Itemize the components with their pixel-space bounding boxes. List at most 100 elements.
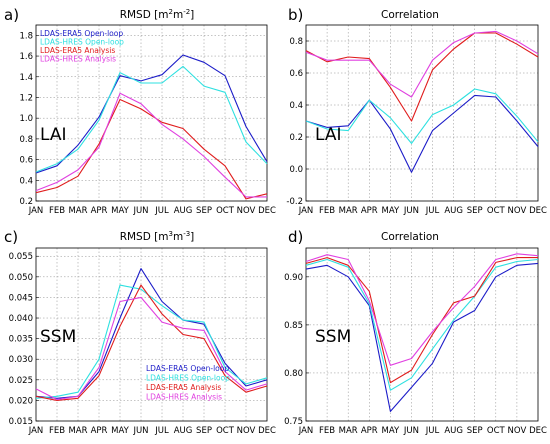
x-tick-label: NOV: [237, 206, 256, 216]
legend-entry: LDAS-HRES Open-loop: [40, 38, 124, 47]
y-tick-label: 0.040: [9, 314, 33, 324]
y-tick-label: 0.8: [289, 37, 303, 47]
grid: [36, 25, 267, 201]
y-tick-label: 0.020: [9, 396, 33, 406]
x-tick-label: SEP: [467, 426, 483, 436]
x-tick-label: AUG: [174, 206, 193, 216]
series-line-1: [305, 262, 539, 412]
y-tick-label: 0.2: [19, 197, 33, 207]
x-tick-label: DEC: [529, 206, 547, 216]
y-tick-label: 0.050: [9, 273, 33, 283]
series-line-4: [305, 253, 539, 366]
x-tick-label: JUN: [132, 426, 148, 436]
panel-letter: c): [4, 228, 18, 246]
panel-a-lai-rmsd: a) RMSD [m2m-2] JAN FEB MAR APR MAY JUN JUL AUG…: [4, 6, 276, 216]
y-tick-label: 0.80: [284, 369, 303, 379]
plot-frame: [35, 24, 268, 202]
x-tick-label: JAN: [298, 206, 314, 216]
x-tick-label: SEP: [196, 206, 212, 216]
series-line-2: [305, 88, 539, 144]
series-line-2: [305, 258, 539, 391]
y-tick-label: 0.045: [9, 293, 33, 303]
panel-title: Correlation: [381, 9, 439, 21]
x-tick-label: JAN: [298, 426, 314, 436]
x-tick-label: APR: [361, 206, 378, 216]
y-tick-label: 0.6: [19, 156, 33, 166]
y-tick-label: 0.8: [19, 135, 33, 145]
series-line-2: [35, 284, 268, 399]
x-tick-label: JUN: [403, 426, 419, 436]
panel-variable-label: SSM: [40, 327, 76, 347]
x-tick-label: MAY: [382, 206, 400, 216]
y-tick-label: 0.6: [289, 69, 303, 79]
panel-letter: b): [288, 6, 303, 24]
x-tick-label: APR: [91, 426, 108, 436]
x-tick-label: MAY: [382, 426, 400, 436]
y-tick-label: 0.025: [9, 376, 33, 386]
plot-frame: [35, 247, 268, 422]
panel-variable-label: LAI: [315, 125, 342, 145]
x-tick-label: OCT: [216, 206, 235, 216]
series-line-3: [305, 32, 539, 122]
panel-title: RMSD [m3m-3]: [120, 230, 195, 243]
panel-variable-label: SSM: [315, 327, 351, 347]
y-tick-label: 0.035: [9, 335, 33, 345]
panel-variable-label: LAI: [40, 125, 67, 145]
x-tick-label: JUL: [154, 206, 169, 216]
y-tick-label: 1.6: [19, 52, 33, 62]
y-tick-label: 1.8: [19, 31, 33, 41]
x-tick-label: FEB: [319, 426, 335, 436]
legend-entry: LDAS-HRES Analysis: [146, 393, 222, 402]
x-tick-label: APR: [361, 426, 378, 436]
x-tick-label: MAY: [111, 426, 129, 436]
panel-b-lai-correlation: b) Correlation JAN FEB MAR APR MAY JUN JUL AUG S…: [286, 6, 547, 216]
y-tick-label: 1.4: [19, 73, 33, 83]
legend-entry: LDAS-ERA5 Open-loop: [40, 29, 123, 38]
x-tick-label: JAN: [28, 206, 44, 216]
x-tick-label: DEC: [529, 426, 547, 436]
plot-frame: [305, 247, 539, 422]
x-tick-label: AUG: [174, 426, 193, 436]
series-line-4: [35, 92, 267, 198]
y-tick-label: 0.2: [289, 133, 303, 143]
y-tick-label: 0.90: [284, 273, 303, 283]
x-tick-label: NOV: [237, 426, 256, 436]
x-tick-label: AUG: [444, 426, 463, 436]
x-tick-label: JUL: [425, 206, 440, 216]
x-tick-label: JUN: [403, 206, 419, 216]
series-line-4: [305, 30, 539, 98]
x-tick-label: MAR: [339, 206, 358, 216]
x-tick-label: SEP: [467, 206, 483, 216]
series-line-1: [35, 54, 268, 174]
y-tick-label: 0.030: [9, 355, 33, 365]
panel-d-ssm-correlation: d) Correlation JAN FEB MAR APR MAY JUN JUL AUG S…: [284, 228, 547, 436]
x-tick-label: FEB: [49, 426, 65, 436]
x-tick-label: SEP: [196, 426, 212, 436]
x-tick-label: JUN: [132, 206, 148, 216]
x-tick-label: APR: [91, 206, 108, 216]
x-tick-label: FEB: [319, 206, 335, 216]
panel-title: Correlation: [381, 231, 439, 243]
panel-title: RMSD [m2m-2]: [120, 8, 195, 21]
legend-entry: LDAS-HRES Analysis: [40, 55, 116, 64]
y-tick-label: 0.015: [9, 417, 33, 427]
x-tick-label: OCT: [487, 206, 506, 216]
x-tick-label: JUL: [154, 426, 169, 436]
panel-letter: d): [288, 228, 303, 246]
y-tick-label: 1.0: [19, 114, 33, 124]
series-line-2: [35, 65, 268, 173]
y-tick-label: 0.055: [9, 252, 33, 262]
x-tick-label: OCT: [216, 426, 235, 436]
plot-frame: [305, 24, 539, 202]
y-tick-label: 1.2: [19, 93, 33, 103]
series-line-3: [35, 98, 268, 200]
legend-entry: LDAS-ERA5 Open-loop: [146, 364, 229, 373]
x-tick-label: MAR: [68, 426, 87, 436]
y-tick-label: 0.75: [284, 417, 303, 427]
x-tick-label: MAR: [339, 426, 358, 436]
series-line-1: [305, 94, 539, 173]
y-tick-label: 0.4: [19, 176, 33, 186]
x-tick-label: OCT: [487, 426, 506, 436]
